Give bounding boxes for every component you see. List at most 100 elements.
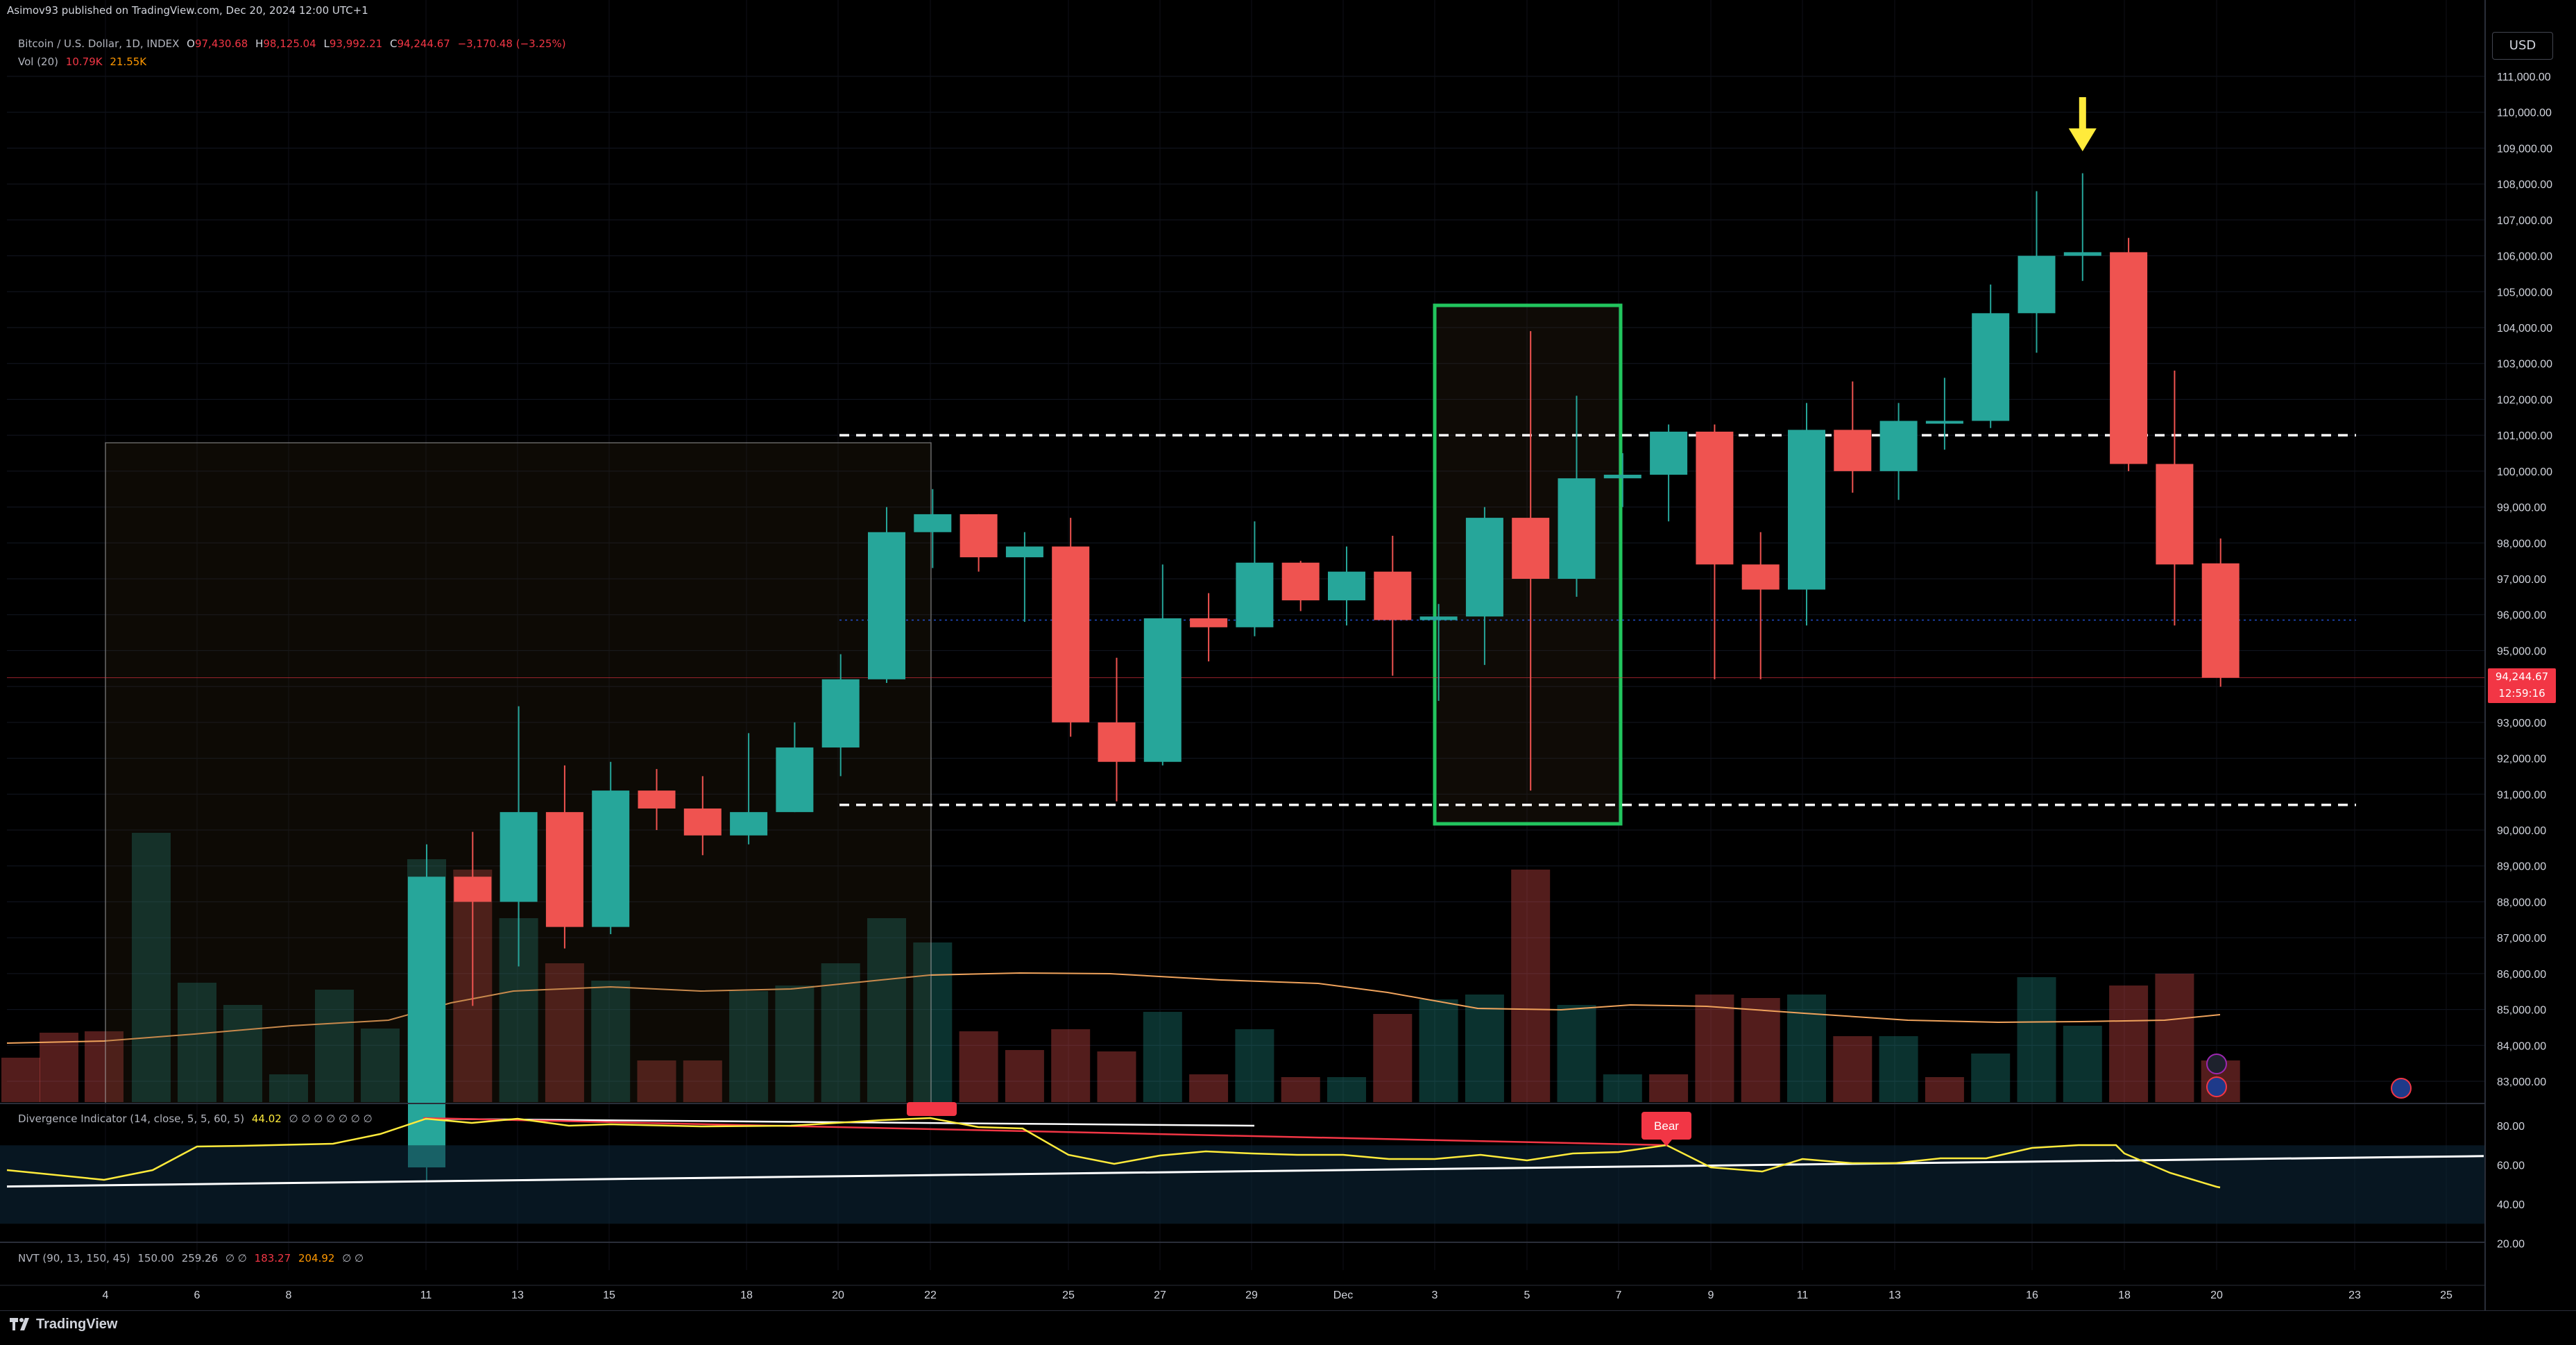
publisher-line: Asimov93 published on TradingView.com, D… — [7, 4, 373, 17]
volume-bar — [683, 1060, 722, 1102]
candle-body — [1879, 421, 1918, 471]
volume-bar — [1465, 995, 1504, 1102]
price-tick-label: 106,000.00 — [2497, 251, 2552, 263]
price-tick-label: 111,000.00 — [2497, 71, 2551, 83]
bearish-divergence-line — [423, 1117, 1667, 1147]
bear-tag-bg — [1641, 1112, 1691, 1140]
divergence-line — [6, 1117, 2221, 1189]
candle-body — [730, 812, 768, 836]
volume-bar — [1373, 1014, 1413, 1102]
candle-body — [683, 808, 722, 836]
candle-body — [1603, 475, 1641, 479]
price-tick-label: 95,000.00 — [2497, 645, 2546, 657]
time-tick-label: 23 — [2348, 1289, 2361, 1301]
nvt-legend[interactable]: NVT (90, 13, 150, 45) 150.00 259.26 ∅ ∅ … — [18, 1252, 368, 1264]
divergence-label[interactable]: Divergence Indicator (14, close, 5, 5, 6… — [18, 1113, 245, 1125]
time-tick-label: 13 — [1888, 1289, 1901, 1301]
close-label: C — [389, 37, 398, 50]
volume-bar — [269, 1074, 308, 1102]
price-tick-label: 87,000.00 — [2497, 933, 2546, 945]
candle-body — [1788, 430, 1825, 590]
time-tick-label: 16 — [2026, 1289, 2038, 1301]
price-tick-label: 89,000.00 — [2497, 861, 2546, 873]
candle-body — [1190, 618, 1228, 627]
volume-bar — [1051, 1029, 1091, 1102]
nvt-label[interactable]: NVT (90, 13, 150, 45) — [18, 1252, 130, 1264]
time-tick-label: 7 — [1616, 1289, 1622, 1301]
volume-ma-value: 21.55K — [110, 56, 147, 68]
candle-body — [1328, 571, 1365, 601]
volume-bars — [1, 833, 2240, 1102]
candle-body — [1696, 431, 1734, 565]
flag-icon — [2391, 1078, 2412, 1099]
candle-body — [2201, 563, 2240, 678]
high-value: 98,125.04 — [263, 37, 316, 50]
volume-bar — [2155, 974, 2194, 1102]
price-tick-label: 85,000.00 — [2497, 1005, 2546, 1017]
time-tick-label: 15 — [603, 1289, 615, 1301]
annotation-boxes — [105, 303, 1623, 1104]
time-tick-label: 22 — [924, 1289, 937, 1301]
price-tick-label: 96,000.00 — [2497, 610, 2546, 622]
divergence-legend[interactable]: Divergence Indicator (14, close, 5, 5, 6… — [18, 1113, 377, 1125]
bear-tag-pointer — [1661, 1140, 1672, 1147]
volume-legend[interactable]: Vol (20) 10.79K 21.55K — [18, 56, 151, 68]
time-tick-label: 6 — [194, 1289, 201, 1301]
candle-body — [914, 514, 952, 532]
price-tick-label: 103,000.00 — [2497, 359, 2552, 371]
candle-body — [1419, 616, 1458, 620]
low-label: L — [323, 37, 330, 50]
candle-body — [545, 812, 583, 927]
volume-bar — [1833, 1036, 1873, 1102]
volume-bar — [1695, 995, 1734, 1102]
price-tick-label: 102,000.00 — [2497, 394, 2552, 406]
volume-label[interactable]: Vol (20) — [18, 56, 59, 68]
volume-bar — [2017, 977, 2056, 1102]
divergence-oscillator: 80.00 60.00 40.00 20.00 Bear — [0, 1054, 2525, 1251]
footer-bar — [0, 1310, 2576, 1345]
volume-bar — [2063, 1026, 2102, 1102]
price-tick-label: 101,000.00 — [2497, 430, 2552, 442]
candle-body — [1512, 518, 1550, 579]
candle-body — [868, 532, 905, 679]
price-tick-label: 92,000.00 — [2497, 754, 2546, 765]
volume-bar — [1741, 998, 1780, 1102]
volume-bar — [2109, 986, 2149, 1102]
bear-tag-label: Bear — [1654, 1119, 1679, 1133]
price-tick-label: 108,000.00 — [2497, 179, 2552, 191]
currency-button[interactable]: USD — [2492, 32, 2553, 60]
change-value: −3,170.48 (−3.25%) — [457, 37, 566, 50]
price-tick-label: 91,000.00 — [2497, 789, 2546, 801]
volume-bar — [223, 1005, 262, 1102]
tradingview-logo[interactable]: TradingView — [10, 1317, 117, 1333]
price-tick-label: 93,000.00 — [2497, 718, 2546, 729]
volume-bar — [1879, 1036, 1918, 1102]
volume-bar — [545, 963, 584, 1102]
low-value: 93,992.21 — [329, 37, 383, 50]
candle-body — [1236, 562, 1274, 627]
volume-bar — [1511, 870, 1551, 1102]
open-label: O — [187, 37, 195, 50]
symbol-name[interactable]: Bitcoin / U.S. Dollar, 1D, INDEX — [18, 37, 180, 50]
volume-bar — [1189, 1074, 1229, 1102]
symbol-legend[interactable]: Bitcoin / U.S. Dollar, 1D, INDEX O97,430… — [18, 37, 570, 50]
volume-bar — [1097, 1051, 1136, 1102]
volume-bar — [821, 963, 860, 1102]
oscillator-tick-label: 20.00 — [2497, 1239, 2525, 1251]
price-tick-label: 98,000.00 — [2497, 538, 2546, 550]
time-tick-label: 13 — [511, 1289, 524, 1301]
nvt-value-2: 259.26 — [181, 1252, 219, 1264]
volume-bar — [1, 1058, 40, 1102]
time-tick-label: 18 — [2118, 1289, 2131, 1301]
price-tick-label: 105,000.00 — [2497, 287, 2552, 298]
volume-bar — [1925, 1077, 1964, 1102]
divergence-na-marks: ∅ ∅ ∅ ∅ ∅ ∅ ∅ — [289, 1113, 373, 1125]
tradingview-icon — [10, 1318, 29, 1330]
time-tick-label: 20 — [832, 1289, 844, 1301]
oscillator-band — [0, 1145, 2485, 1224]
horizontal-levels — [7, 434, 2485, 806]
volume-bar — [132, 833, 171, 1102]
volume-bar — [1557, 1005, 1596, 1102]
volume-bar — [1971, 1054, 2011, 1102]
